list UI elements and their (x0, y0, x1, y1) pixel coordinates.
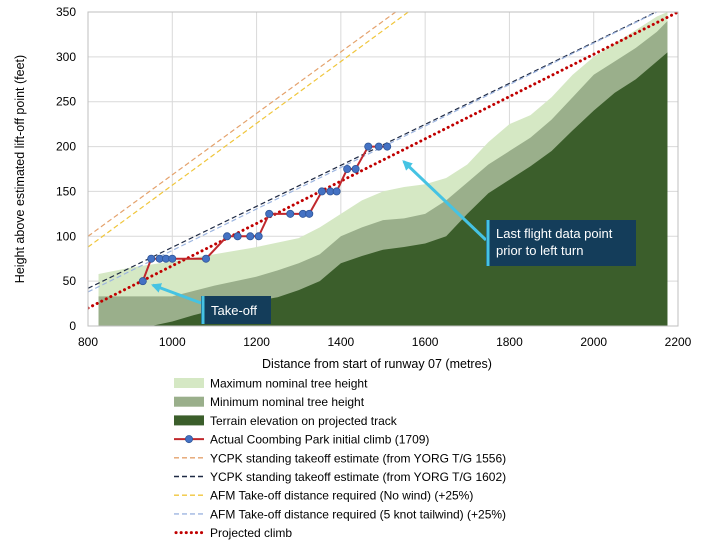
annotations: Take-off Last flight data point prior to l… (151, 160, 636, 324)
legend: Maximum nominal tree height Minimum nomin… (174, 377, 506, 540)
y-tick-label: 50 (63, 274, 77, 288)
actual-climb-point (168, 254, 177, 263)
y-axis-title: Height above estimated lift-off point (f… (13, 55, 27, 283)
dashed-line-7 (88, 12, 658, 293)
legend-swatch (174, 396, 204, 407)
dashed-line-6 (88, 12, 409, 248)
x-tick-label: 1600 (412, 335, 439, 349)
actual-climb-point (286, 209, 295, 218)
legend-label: Terrain elevation on projected track (210, 414, 398, 428)
y-tick-label: 200 (56, 140, 76, 154)
y-tick-label: 100 (56, 229, 76, 243)
last-point-callout-text: prior to left turn (496, 243, 583, 258)
actual-climb-point (223, 232, 232, 241)
actual-climb-point (317, 187, 326, 196)
actual-climb-point (305, 209, 314, 218)
axes: 800 1000 1200 1400 1600 1800 2000 2200 0 50 100 150… (13, 5, 692, 371)
dashed-line-4 (88, 12, 396, 237)
y-tick-label: 350 (56, 5, 76, 19)
dashed-line-5 (88, 12, 657, 289)
line-series (88, 12, 678, 310)
legend-label: Maximum nominal tree height (210, 377, 368, 391)
y-tick-label: 250 (56, 95, 76, 109)
last-point-callout-box (486, 220, 636, 266)
actual-climb-point (364, 142, 373, 151)
actual-climb-point (374, 142, 383, 151)
y-tick-label: 150 (56, 184, 76, 198)
takeoff-callout-text: Take-off (211, 303, 257, 318)
x-tick-label: 800 (78, 335, 98, 349)
x-tick-label: 2200 (665, 335, 692, 349)
x-tick-label: 1200 (243, 335, 270, 349)
y-tick-label: 300 (56, 50, 76, 64)
actual-climb-point (351, 164, 360, 173)
actual-climb-point (343, 164, 352, 173)
takeoff-arrow (151, 283, 202, 305)
legend-label: Projected climb (210, 526, 292, 540)
area-series (98, 12, 668, 326)
plot-frame (87, 11, 679, 327)
y-tick-label: 0 (69, 319, 76, 333)
x-tick-label: 1800 (496, 335, 523, 349)
x-axis-title: Distance from start of runway 07 (metres… (262, 357, 492, 371)
last-point-arrow (402, 160, 488, 242)
legend-label: AFM Take-off distance required (No wind)… (210, 489, 473, 503)
actual-climb-point (254, 232, 263, 241)
actual-climb-point (332, 187, 341, 196)
actual-climb-point (233, 232, 242, 241)
actual-climb-point (246, 232, 255, 241)
legend-marker (184, 435, 193, 444)
actual-climb-point (265, 209, 274, 218)
projected-climb-line (88, 12, 678, 310)
actual-climb-point (383, 142, 392, 151)
x-tick-label: 2000 (580, 335, 607, 349)
actual-climb-point (138, 277, 147, 286)
x-tick-label: 1000 (159, 335, 186, 349)
takeoff-callout-box (201, 296, 271, 324)
legend-swatch (174, 415, 204, 426)
legend-label: Minimum nominal tree height (210, 395, 365, 409)
actual-climb-point (201, 254, 210, 263)
legend-label: AFM Take-off distance required (5 knot t… (210, 507, 506, 521)
legend-label: YCPK standing takeoff estimate (from YOR… (210, 451, 506, 465)
legend-label: YCPK standing takeoff estimate (from YOR… (210, 470, 506, 484)
legend-label: Actual Coombing Park initial climb (1709… (210, 433, 429, 447)
x-tick-label: 1400 (328, 335, 355, 349)
last-point-callout-text: Last flight data point (496, 226, 613, 241)
actual-climb-point (147, 254, 156, 263)
legend-swatch (174, 378, 204, 388)
